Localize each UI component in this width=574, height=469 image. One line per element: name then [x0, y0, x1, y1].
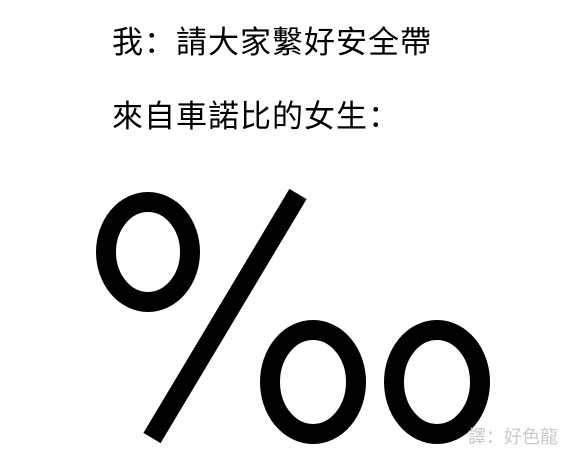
lower-zero-2 [384, 320, 490, 444]
translator-credit: 譯：好色龍 [468, 427, 558, 448]
dialogue-line-1: 我：請大家繫好安全帶 [112, 25, 432, 61]
lower-zero-1 [260, 320, 366, 444]
dialogue-line-2: 來自車諾比的女生： [112, 99, 400, 135]
slash [143, 188, 307, 444]
upper-zero [96, 192, 200, 312]
per-mille-symbol-graphic: ‰ [96, 188, 490, 444]
